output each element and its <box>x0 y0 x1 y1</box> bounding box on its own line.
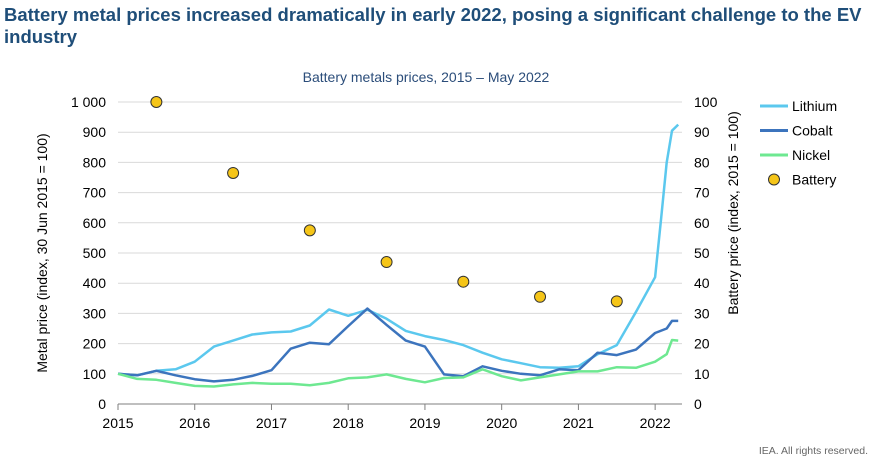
y-axis-title: Metal price (index, 30 Jun 2015 = 100) <box>34 133 50 372</box>
lithium-line <box>117 123 680 377</box>
left-axis-ticks: 0 100 200 300 400 500 600 700 800 900 1 000 <box>71 94 106 412</box>
y2-tick-label: 0 <box>694 396 702 412</box>
battery-point <box>610 295 623 308</box>
headline: Battery metal prices increased dramatica… <box>4 4 862 47</box>
y-tick-label: 300 <box>83 305 107 321</box>
battery-legend-swatch <box>768 173 780 186</box>
nickel-legend-label: Nickel <box>792 147 830 163</box>
battery-point <box>150 96 163 108</box>
x-tick-label: 2022 <box>640 415 671 431</box>
y2-tick-label: 20 <box>694 336 710 352</box>
right-axis-ticks: 0 10 20 30 40 50 60 70 80 90 100 <box>694 94 718 412</box>
chart-title: Battery metals prices, 2015 – May 2022 <box>302 69 550 85</box>
cobalt-line <box>117 307 679 383</box>
battery-point <box>380 256 393 269</box>
y-tick-label: 500 <box>83 245 107 261</box>
y-tick-label: 700 <box>83 185 107 201</box>
x-tick-label: 2020 <box>486 415 517 431</box>
y2-tick-label: 70 <box>694 185 710 201</box>
y-tick-label: 800 <box>83 154 107 170</box>
y2-tick-label: 30 <box>694 305 710 321</box>
x-tick-label: 2015 <box>102 415 133 431</box>
cobalt-legend-label: Cobalt <box>792 123 833 139</box>
series-group <box>117 96 680 388</box>
x-tick-label: 2017 <box>256 415 287 431</box>
y-tick-label: 0 <box>98 396 106 412</box>
y2-tick-label: 40 <box>694 275 710 291</box>
y2-tick-label: 10 <box>694 366 710 382</box>
y2-tick-label: 60 <box>694 215 710 231</box>
x-tick-label: 2019 <box>409 415 440 431</box>
x-axis-ticks: 2015 2016 2017 2018 2019 2020 2021 2022 <box>102 403 682 431</box>
x-tick-label: 2018 <box>333 415 364 431</box>
y-tick-label: 200 <box>83 336 107 352</box>
battery-point <box>457 275 470 288</box>
y-tick-label: 600 <box>83 215 107 231</box>
y-tick-label: 900 <box>83 124 107 140</box>
nickel-line <box>117 338 679 388</box>
y2-tick-label: 80 <box>694 154 710 170</box>
gridlines <box>118 101 682 375</box>
x-tick-label: 2016 <box>179 415 210 431</box>
copyright-note: IEA. All rights reserved. <box>758 445 868 457</box>
x-tick-label: 2021 <box>563 415 594 431</box>
lithium-legend-label: Lithium <box>792 98 837 114</box>
y2-tick-label: 100 <box>694 94 718 110</box>
y-tick-label: 400 <box>83 275 107 291</box>
battery-point <box>534 290 547 303</box>
battery-legend-label: Battery <box>792 172 836 188</box>
battery-point <box>303 224 316 237</box>
y-tick-label: 100 <box>83 366 107 382</box>
y2-tick-label: 50 <box>694 245 710 261</box>
y2-axis-title: Battery price (index, 2015 = 100) <box>725 111 741 315</box>
legend: Lithium Cobalt Nickel Battery <box>760 98 837 188</box>
y-tick-label: 1 000 <box>71 94 106 110</box>
y2-tick-label: 90 <box>694 124 710 140</box>
battery-point <box>227 166 240 179</box>
